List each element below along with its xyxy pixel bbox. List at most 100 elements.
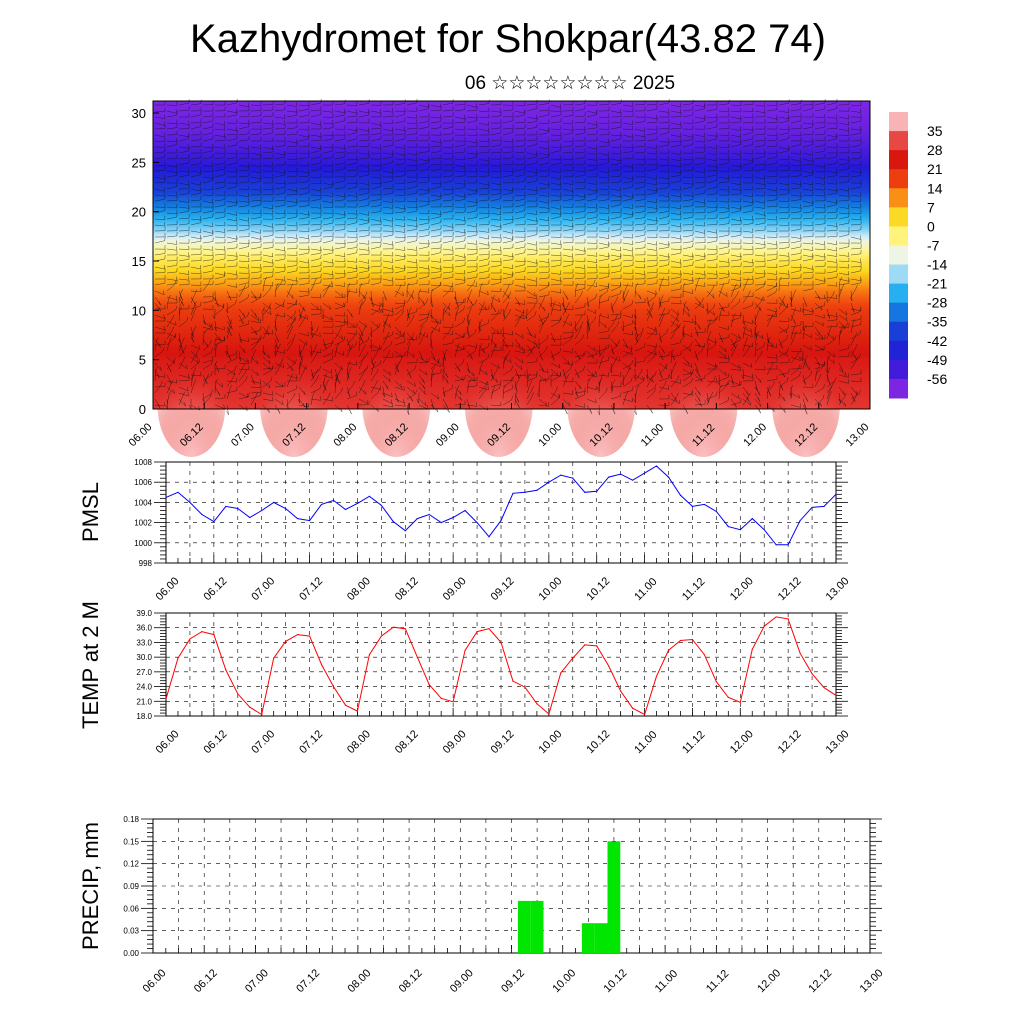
wind-barb [262,243,274,250]
wind-barb [622,226,634,232]
wind-barb [646,241,658,246]
wind-barb [418,356,428,364]
wind-barb [526,345,535,358]
wind-barb [850,307,862,316]
wind-barb [501,326,504,338]
wind-barb [166,357,176,370]
wind-barb [586,218,598,226]
wind-barb [682,149,694,154]
wind-barb [706,213,718,220]
wind-barb [694,168,706,173]
wind-barb [838,308,848,316]
wind-barb [418,177,430,184]
wind-barb [658,192,670,198]
wind-barb [562,368,567,379]
pmsl-point [823,505,825,508]
wind-barb [706,392,709,404]
wind-barb [754,398,762,407]
wind-barb [418,200,430,208]
wind-barb [598,204,610,209]
wind-barb [574,280,586,286]
wind-barb [382,281,394,286]
wind-barb [694,346,704,358]
wind-barb [597,344,601,356]
wind-barb [838,120,850,126]
wind-barb [226,98,238,106]
wind-barb [682,166,694,172]
wind-barb [790,329,802,334]
wind-barb [310,105,322,112]
wind-barb [562,180,574,185]
wind-barb [550,362,561,369]
wind-barb [634,332,639,343]
wind-barb [262,344,265,356]
wind-barb [346,273,358,280]
temp-point [416,656,418,658]
wind-barb [574,350,581,360]
wind-barb [262,238,274,244]
wind-barb [262,325,270,340]
wind-barb [610,144,622,149]
wind-barb [802,284,814,292]
wind-barb [598,272,610,280]
wind-barb [478,212,490,220]
wind-barb [346,237,358,244]
wind-barb [790,351,800,364]
wind-barb [274,254,286,262]
wind-barb [718,396,730,406]
wind-barb [346,227,358,233]
wind-barb [670,249,682,256]
wind-barb [322,259,334,264]
wind-barb [838,115,850,120]
wind-barb [826,169,838,174]
wind-barb [490,338,497,348]
wind-barb [454,392,462,401]
wind-barb [490,189,502,196]
wind-barb [610,186,622,192]
wind-barb [706,378,718,383]
wind-barb [382,311,394,316]
wind-barb [839,137,850,142]
wind-barb [202,338,209,348]
wind-barb [610,212,622,220]
wind-barb [586,316,597,328]
wind-barb [790,266,802,274]
wind-barb [622,204,634,209]
wind-barb [382,217,393,222]
wind-barb [430,243,442,250]
wind-barb [430,362,441,367]
wind-barb [658,260,670,268]
wind-barb [322,355,334,364]
wind-barb [742,113,754,119]
wind-barb [514,176,526,184]
wind-barb [322,284,330,298]
wind-barb [718,283,725,298]
wind-barb [670,186,682,191]
wind-barb [478,282,483,298]
wind-barb [814,398,822,407]
wind-barb [514,314,525,320]
wind-barb [250,250,262,256]
wind-barb [670,215,682,220]
wind-barb [382,290,387,301]
wind-barb [646,371,657,382]
wind-barb [790,166,802,172]
wind-barb [478,195,490,202]
wind-barb [670,338,682,346]
wind-barb [262,174,274,179]
wind-barb [538,282,550,292]
wind-barb [814,219,826,226]
temp-panel-x-tick-label: 09.00 [441,728,469,756]
wind-barb [586,165,598,172]
wind-barb [526,338,536,345]
wind-barb [670,375,680,388]
pmsl-point [416,517,418,520]
wind-barb [622,147,634,154]
wind-barb [238,171,250,178]
wind-barb [467,179,478,184]
wind-barb [646,180,658,186]
wind-barb [394,331,406,340]
wind-barb [226,216,238,222]
wind-barb [310,326,319,340]
wind-barb [238,145,249,150]
